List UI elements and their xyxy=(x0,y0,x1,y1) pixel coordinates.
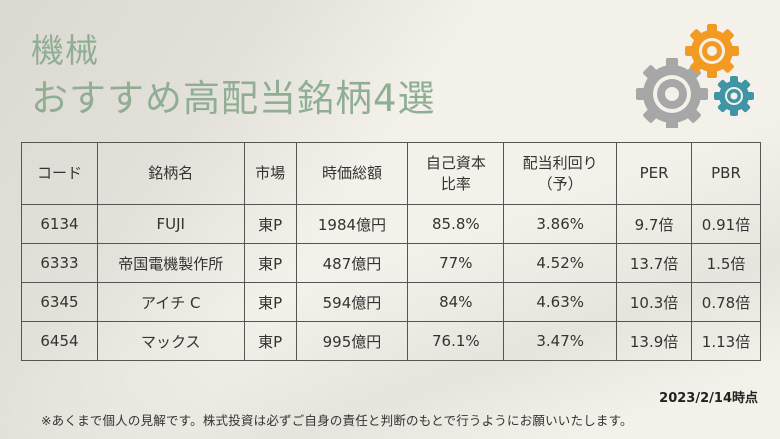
column-header-text: （予） xyxy=(537,174,583,193)
cell-per: 9.7倍 xyxy=(616,204,693,244)
column-header-text: 自己資本 xyxy=(425,154,486,173)
cell-equity-ratio: 76.1% xyxy=(407,321,505,361)
column-header-text: PBR xyxy=(711,164,741,183)
cell-name: FUJI xyxy=(96,204,245,244)
orange-gear xyxy=(685,24,739,78)
dividend-stocks-table: コード 銘柄名 市場 時価総額 自己資本 比率 配当利回り （予） PER PBR 6134 FUJ… xyxy=(21,142,761,361)
table-row: 6134 FUJI 東P 1984億円 85.8% 3.86% 9.7倍 0.91倍 xyxy=(21,204,761,244)
column-header-code: コード xyxy=(21,142,98,205)
page-title: おすすめ高配当銘柄4選 xyxy=(31,77,436,120)
column-header-per: PER xyxy=(616,142,693,205)
column-header-market-cap: 時価総額 xyxy=(295,142,409,205)
cell-per: 13.9倍 xyxy=(616,321,693,361)
cell-equity-ratio: 85.8% xyxy=(407,204,505,244)
cell-market: 東P xyxy=(243,321,297,361)
table-row: 6454 マックス 東P 995億円 76.1% 3.47% 13.9倍 1.13倍 xyxy=(21,321,761,361)
column-header-market: 市場 xyxy=(243,142,297,205)
as-of-date: 2023/2/14時点 xyxy=(659,391,758,406)
teal-gear xyxy=(714,76,754,116)
cell-market-cap: 487億円 xyxy=(295,243,409,283)
cell-market: 東P xyxy=(243,243,297,283)
column-header-pbr: PBR xyxy=(691,142,761,205)
page-category-title: 機械 xyxy=(31,31,99,70)
cell-name: 帝国電機製作所 xyxy=(96,243,245,283)
cell-market-cap: 1984億円 xyxy=(295,204,409,244)
cell-name: アイチ C xyxy=(96,282,245,322)
column-header-text: 銘柄名 xyxy=(148,164,194,183)
disclaimer-note: ※あくまで個人の見解です。株式投資は必ずご自身の責任と判断のもとで行うようにお願… xyxy=(41,413,633,428)
column-header-equity-ratio: 自己資本 比率 xyxy=(407,142,505,205)
table-header-row: コード 銘柄名 市場 時価総額 自己資本 比率 配当利回り （予） PER PBR xyxy=(21,142,761,205)
column-header-text: 配当利回り xyxy=(522,154,598,173)
cell-name: マックス xyxy=(96,321,245,361)
column-header-text: コード xyxy=(36,164,82,183)
gears-icon xyxy=(636,24,754,128)
cell-pbr: 0.78倍 xyxy=(691,282,761,322)
table-body: 6134 FUJI 東P 1984億円 85.8% 3.86% 9.7倍 0.91倍 6333 帝… xyxy=(21,204,761,361)
cell-pbr: 0.91倍 xyxy=(691,204,761,244)
cell-dividend-yield: 3.47% xyxy=(503,321,618,361)
column-header-name: 銘柄名 xyxy=(96,142,245,205)
cell-pbr: 1.5倍 xyxy=(691,243,761,283)
cell-market: 東P xyxy=(243,282,297,322)
cell-equity-ratio: 77% xyxy=(407,243,505,283)
column-header-dividend-yield: 配当利回り （予） xyxy=(503,142,618,205)
cell-market: 東P xyxy=(243,204,297,244)
cell-market-cap: 594億円 xyxy=(295,282,409,322)
column-header-text: 時価総額 xyxy=(321,164,382,183)
cell-dividend-yield: 3.86% xyxy=(503,204,618,244)
cell-code: 6345 xyxy=(21,282,98,322)
cell-code: 6134 xyxy=(21,204,98,244)
gray-gear xyxy=(636,58,708,128)
column-header-text: PER xyxy=(639,164,669,183)
cell-pbr: 1.13倍 xyxy=(691,321,761,361)
cell-per: 10.3倍 xyxy=(616,282,693,322)
cell-market-cap: 995億円 xyxy=(295,321,409,361)
column-header-text: 比率 xyxy=(440,174,471,193)
cell-code: 6333 xyxy=(21,243,98,283)
table-row: 6333 帝国電機製作所 東P 487億円 77% 4.52% 13.7倍 1.5倍 xyxy=(21,243,761,283)
table-row: 6345 アイチ C 東P 594億円 84% 4.63% 10.3倍 0.78倍 xyxy=(21,282,761,322)
cell-per: 13.7倍 xyxy=(616,243,693,283)
cell-equity-ratio: 84% xyxy=(407,282,505,322)
column-header-text: 市場 xyxy=(255,164,286,183)
cell-dividend-yield: 4.63% xyxy=(503,282,618,322)
cell-dividend-yield: 4.52% xyxy=(503,243,618,283)
cell-code: 6454 xyxy=(21,321,98,361)
